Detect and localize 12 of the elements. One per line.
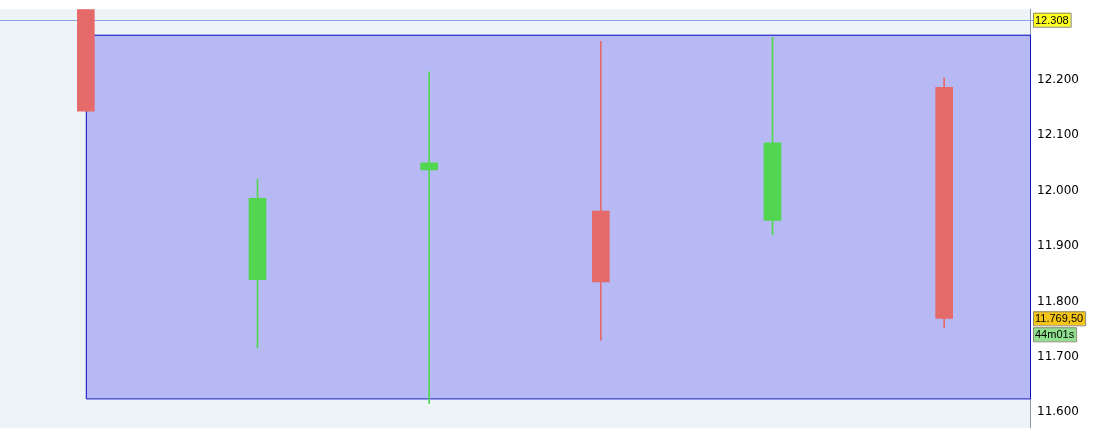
text: 44m01s — [1035, 328, 1075, 341]
text: 11.769,50 — [1035, 312, 1084, 325]
y-tick-label: 12.200 — [1037, 71, 1079, 86]
y-tick-label: 12.000 — [1037, 182, 1079, 197]
candlestick — [420, 71, 438, 404]
y-tick-label: 11.700 — [1037, 348, 1079, 363]
ref-line-label: 12.308 — [1035, 13, 1069, 26]
y-tick-label: 12.100 — [1037, 127, 1079, 142]
y-tick-label: 11.800 — [1037, 293, 1079, 308]
y-tick-label: 11.600 — [1037, 404, 1079, 419]
candlestick — [592, 41, 610, 341]
y-tick-label: 11.900 — [1037, 238, 1079, 253]
